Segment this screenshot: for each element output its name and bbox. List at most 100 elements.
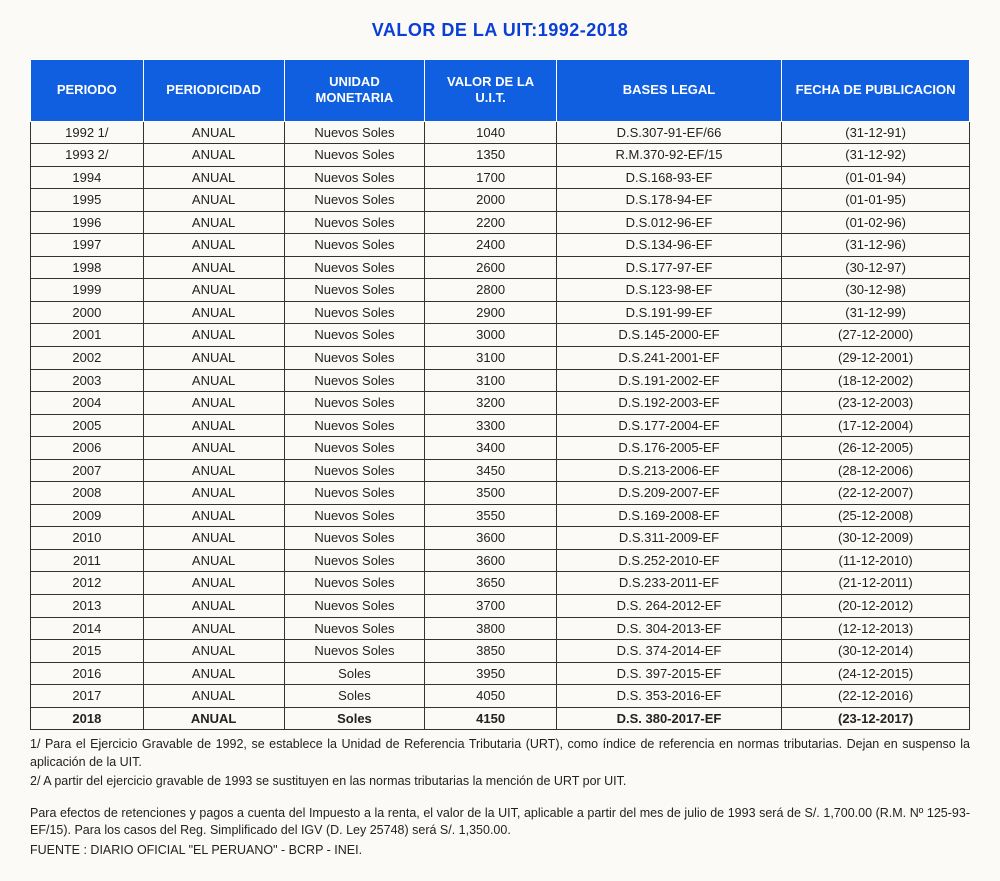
cell-valor: 3600: [425, 549, 556, 572]
cell-periodo: 1992 1/: [31, 121, 144, 144]
cell-periodo: 1996: [31, 211, 144, 234]
table-row: 2008ANUALNuevos Soles3500D.S.209-2007-EF…: [31, 482, 970, 505]
cell-bases: D.S.176-2005-EF: [556, 437, 781, 460]
col-unidad: UNIDAD MONETARIA: [284, 60, 425, 122]
cell-fecha: (30-12-2009): [782, 527, 970, 550]
cell-valor: 3950: [425, 662, 556, 685]
cell-valor: 1350: [425, 144, 556, 167]
cell-bases: D.S.241-2001-EF: [556, 346, 781, 369]
table-row: 1994ANUALNuevos Soles1700D.S.168-93-EF(0…: [31, 166, 970, 189]
cell-valor: 2900: [425, 301, 556, 324]
cell-fecha: (31-12-99): [782, 301, 970, 324]
col-periodo: PERIODO: [31, 60, 144, 122]
cell-unidad: Nuevos Soles: [284, 572, 425, 595]
cell-periodo: 2008: [31, 482, 144, 505]
cell-bases: D.S.123-98-EF: [556, 279, 781, 302]
cell-unidad: Nuevos Soles: [284, 211, 425, 234]
table-row: 2009ANUALNuevos Soles3550D.S.169-2008-EF…: [31, 504, 970, 527]
cell-unidad: Nuevos Soles: [284, 640, 425, 663]
cell-bases: D.S.012-96-EF: [556, 211, 781, 234]
table-row: 2013ANUALNuevos Soles3700D.S. 264-2012-E…: [31, 594, 970, 617]
table-row: 2006ANUALNuevos Soles3400D.S.176-2005-EF…: [31, 437, 970, 460]
cell-periodo: 2018: [31, 707, 144, 730]
cell-unidad: Nuevos Soles: [284, 256, 425, 279]
cell-fecha: (23-12-2017): [782, 707, 970, 730]
cell-periodicidad: ANUAL: [143, 121, 284, 144]
cell-bases: D.S.134-96-EF: [556, 234, 781, 257]
cell-periodo: 2012: [31, 572, 144, 595]
cell-periodo: 2016: [31, 662, 144, 685]
cell-periodicidad: ANUAL: [143, 549, 284, 572]
cell-periodicidad: ANUAL: [143, 685, 284, 708]
cell-valor: 3300: [425, 414, 556, 437]
cell-periodicidad: ANUAL: [143, 301, 284, 324]
cell-periodo: 2002: [31, 346, 144, 369]
cell-unidad: Nuevos Soles: [284, 234, 425, 257]
table-row: 2000ANUALNuevos Soles2900D.S.191-99-EF(3…: [31, 301, 970, 324]
cell-unidad: Nuevos Soles: [284, 527, 425, 550]
cell-unidad: Nuevos Soles: [284, 459, 425, 482]
cell-periodicidad: ANUAL: [143, 640, 284, 663]
table-row: 2012ANUALNuevos Soles3650D.S.233-2011-EF…: [31, 572, 970, 595]
cell-fecha: (21-12-2011): [782, 572, 970, 595]
footnote-1: 1/ Para el Ejercicio Gravable de 1992, s…: [30, 736, 970, 771]
cell-valor: 4150: [425, 707, 556, 730]
cell-bases: D.S.191-2002-EF: [556, 369, 781, 392]
table-row: 1995ANUALNuevos Soles2000D.S.178-94-EF(0…: [31, 189, 970, 212]
table-row: 1996ANUALNuevos Soles2200D.S.012-96-EF(0…: [31, 211, 970, 234]
cell-periodicidad: ANUAL: [143, 504, 284, 527]
table-row: 2017ANUALSoles4050D.S. 353-2016-EF(22-12…: [31, 685, 970, 708]
cell-valor: 3000: [425, 324, 556, 347]
cell-fecha: (20-12-2012): [782, 594, 970, 617]
cell-fecha: (27-12-2000): [782, 324, 970, 347]
cell-periodicidad: ANUAL: [143, 662, 284, 685]
cell-fecha: (22-12-2007): [782, 482, 970, 505]
cell-valor: 2200: [425, 211, 556, 234]
table-row: 2010ANUALNuevos Soles3600D.S.311-2009-EF…: [31, 527, 970, 550]
cell-periodicidad: ANUAL: [143, 482, 284, 505]
cell-periodicidad: ANUAL: [143, 279, 284, 302]
cell-periodo: 1994: [31, 166, 144, 189]
cell-bases: D.S.213-2006-EF: [556, 459, 781, 482]
cell-periodicidad: ANUAL: [143, 437, 284, 460]
cell-valor: 2800: [425, 279, 556, 302]
cell-bases: D.S.169-2008-EF: [556, 504, 781, 527]
cell-bases: D.S.191-99-EF: [556, 301, 781, 324]
cell-periodicidad: ANUAL: [143, 414, 284, 437]
footnotes: 1/ Para el Ejercicio Gravable de 1992, s…: [30, 736, 970, 859]
cell-periodicidad: ANUAL: [143, 392, 284, 415]
cell-periodicidad: ANUAL: [143, 369, 284, 392]
cell-fecha: (26-12-2005): [782, 437, 970, 460]
cell-periodo: 1999: [31, 279, 144, 302]
cell-periodo: 2011: [31, 549, 144, 572]
cell-periodo: 2004: [31, 392, 144, 415]
cell-valor: 1040: [425, 121, 556, 144]
table-row: 2003ANUALNuevos Soles3100D.S.191-2002-EF…: [31, 369, 970, 392]
cell-periodo: 1998: [31, 256, 144, 279]
cell-fecha: (31-12-91): [782, 121, 970, 144]
cell-periodicidad: ANUAL: [143, 707, 284, 730]
col-periodicidad: PERIODICIDAD: [143, 60, 284, 122]
cell-fecha: (01-01-94): [782, 166, 970, 189]
cell-valor: 3700: [425, 594, 556, 617]
cell-periodicidad: ANUAL: [143, 459, 284, 482]
cell-bases: D.S. 397-2015-EF: [556, 662, 781, 685]
cell-bases: D.S. 264-2012-EF: [556, 594, 781, 617]
cell-bases: D.S.177-97-EF: [556, 256, 781, 279]
cell-fecha: (23-12-2003): [782, 392, 970, 415]
col-valor: VALOR DE LA U.I.T.: [425, 60, 556, 122]
cell-unidad: Soles: [284, 707, 425, 730]
cell-periodo: 2003: [31, 369, 144, 392]
table-row: 2014ANUALNuevos Soles3800D.S. 304-2013-E…: [31, 617, 970, 640]
cell-valor: 3650: [425, 572, 556, 595]
cell-unidad: Nuevos Soles: [284, 346, 425, 369]
cell-periodicidad: ANUAL: [143, 256, 284, 279]
cell-unidad: Nuevos Soles: [284, 504, 425, 527]
cell-unidad: Nuevos Soles: [284, 166, 425, 189]
cell-bases: R.M.370-92-EF/15: [556, 144, 781, 167]
cell-periodicidad: ANUAL: [143, 346, 284, 369]
cell-unidad: Soles: [284, 662, 425, 685]
cell-bases: D.S.209-2007-EF: [556, 482, 781, 505]
cell-periodo: 1997: [31, 234, 144, 257]
page-title: VALOR DE LA UIT:1992-2018: [30, 20, 970, 41]
